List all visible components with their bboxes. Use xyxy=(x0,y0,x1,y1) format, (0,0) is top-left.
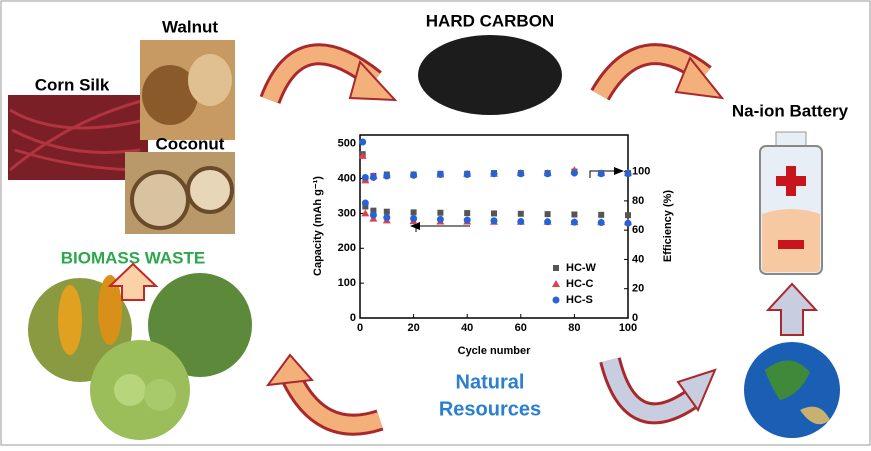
capacity-point xyxy=(410,209,417,216)
legend-label: HC-S xyxy=(566,294,593,306)
hard-carbon-image xyxy=(418,35,562,115)
y-tick-label: 400 xyxy=(338,172,356,184)
y2-tick-label: 100 xyxy=(632,166,650,178)
capacity-point xyxy=(544,218,552,226)
curved-arrow xyxy=(590,43,725,101)
x-tick-label: 100 xyxy=(619,322,637,334)
capacity-point xyxy=(369,211,377,219)
capacity-point xyxy=(570,218,578,226)
capacity-point xyxy=(361,199,369,207)
efficiency-point xyxy=(361,173,369,181)
capacity-point xyxy=(597,218,605,226)
efficiency-point xyxy=(436,171,444,179)
walnut-label: Walnut xyxy=(162,17,218,36)
capacity-point xyxy=(410,215,418,223)
legend-label: HC-W xyxy=(566,262,597,274)
natural-label: Natural xyxy=(456,371,525,393)
battery-label: Na-ion Battery xyxy=(732,101,849,120)
capacity-point xyxy=(490,217,498,225)
pointer-arrow-head xyxy=(614,167,624,175)
up-arrow xyxy=(765,282,819,336)
x-axis-title: Cycle number xyxy=(458,345,531,357)
y2-tick-label: 0 xyxy=(632,312,638,324)
capacity-point xyxy=(437,209,444,216)
efficiency-point xyxy=(383,172,391,180)
efficiency-point xyxy=(490,170,498,178)
y2-tick-label: 20 xyxy=(632,283,644,295)
efficiency-point xyxy=(570,169,578,177)
x-tick-label: 40 xyxy=(461,322,473,334)
efficiency-point xyxy=(517,170,525,178)
y-tick-label: 100 xyxy=(338,277,356,289)
y2-tick-label: 60 xyxy=(632,224,644,236)
coconut-photo xyxy=(125,152,235,234)
up-arrow xyxy=(107,262,159,301)
capacity-point xyxy=(463,216,471,224)
earth xyxy=(744,342,840,438)
x-tick-label: 20 xyxy=(407,322,419,334)
pointer-arrow xyxy=(589,170,618,178)
y-tick-label: 0 xyxy=(350,312,356,324)
efficiency-point xyxy=(597,170,605,178)
legend-label: HC-C xyxy=(566,278,594,290)
capacity-point xyxy=(491,210,497,217)
curved-arrow xyxy=(259,43,398,105)
x-tick-label: 60 xyxy=(515,322,527,334)
capacity-point xyxy=(436,215,444,223)
efficiency-point xyxy=(463,171,471,179)
efficiency-point xyxy=(544,170,552,178)
y-tick-label: 500 xyxy=(338,138,356,150)
capacity-point xyxy=(571,211,578,218)
capacity-point xyxy=(625,212,631,219)
capacity-point xyxy=(358,151,367,159)
battery-icon xyxy=(759,131,823,275)
capacity-point xyxy=(383,214,391,222)
capacity-point xyxy=(598,211,605,218)
capacity-point xyxy=(361,209,370,217)
plot-area xyxy=(359,134,629,319)
biomass-collage xyxy=(28,273,252,440)
hard-carbon-label: HARD CARBON xyxy=(426,11,554,30)
capacity-point xyxy=(517,217,525,225)
capacity-point xyxy=(544,211,551,218)
y-axis-title: Capacity (mAh g⁻¹) xyxy=(312,176,324,276)
efficiency-point xyxy=(624,170,632,178)
y-tick-label: 300 xyxy=(338,207,356,219)
legend-marker xyxy=(552,280,560,287)
y2-axis-title: Efficiency (%) xyxy=(662,190,674,262)
capacity-point xyxy=(624,219,632,227)
capacity-point xyxy=(517,210,524,217)
biomass-label: BIOMASS WASTE xyxy=(61,248,206,267)
coconut-label: Coconut xyxy=(156,134,225,153)
legend-marker xyxy=(553,265,559,271)
capacity-point xyxy=(359,138,367,146)
legend-marker xyxy=(552,296,560,304)
curved-arrow xyxy=(599,357,717,425)
curved-arrow xyxy=(265,353,384,436)
y-tick-label: 200 xyxy=(338,242,356,254)
corn-silk-photo xyxy=(8,95,148,180)
chart: Cycle number Capacity (mAh g⁻¹) Efficien… xyxy=(312,134,674,357)
capacity-point xyxy=(464,210,471,217)
corn-silk-label: Corn Silk xyxy=(35,75,110,94)
y2-tick-label: 40 xyxy=(632,253,644,265)
x-tick-label: 80 xyxy=(568,322,580,334)
efficiency-point xyxy=(369,173,377,181)
capacity-point xyxy=(383,208,390,215)
x-tick-label: 0 xyxy=(357,322,363,334)
walnut-photo xyxy=(140,40,235,140)
resources-label: Resources xyxy=(439,398,541,420)
y2-tick-label: 80 xyxy=(632,195,644,207)
efficiency-point xyxy=(410,171,418,179)
capacity-point xyxy=(370,207,377,214)
